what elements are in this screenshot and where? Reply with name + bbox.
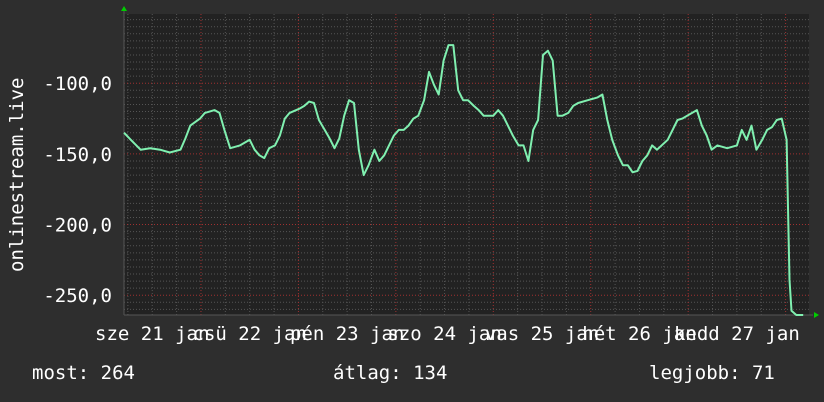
legend-best: legjobb: 71 bbox=[649, 362, 775, 384]
y-tick-label: -250,0 bbox=[43, 285, 112, 307]
x-axis-arrow bbox=[814, 312, 819, 318]
x-tick-label: vas 25 jan bbox=[485, 323, 599, 345]
y-axis-arrow bbox=[121, 6, 127, 11]
legend-average: átlag: 134 bbox=[333, 362, 448, 384]
y-tick-label: -100,0 bbox=[43, 73, 112, 95]
x-tick-label: sze 21 jan bbox=[95, 323, 209, 345]
y-tick-label: -200,0 bbox=[43, 215, 112, 237]
y-tick-label: -150,0 bbox=[43, 144, 112, 166]
plot-area bbox=[124, 14, 809, 315]
x-tick-label: hét 26 jan bbox=[582, 323, 696, 345]
x-tick-label: kedd 27 jan bbox=[674, 323, 800, 345]
y-axis-label: onlinestream.live bbox=[6, 77, 28, 272]
legend-current: most: 264 bbox=[32, 362, 135, 384]
series-line bbox=[123, 44, 804, 316]
x-tick-label: csü 22 jan bbox=[193, 323, 307, 345]
x-tick-label: pén 23 jan bbox=[290, 323, 404, 345]
x-tick-label: szo 24 jan bbox=[387, 323, 501, 345]
